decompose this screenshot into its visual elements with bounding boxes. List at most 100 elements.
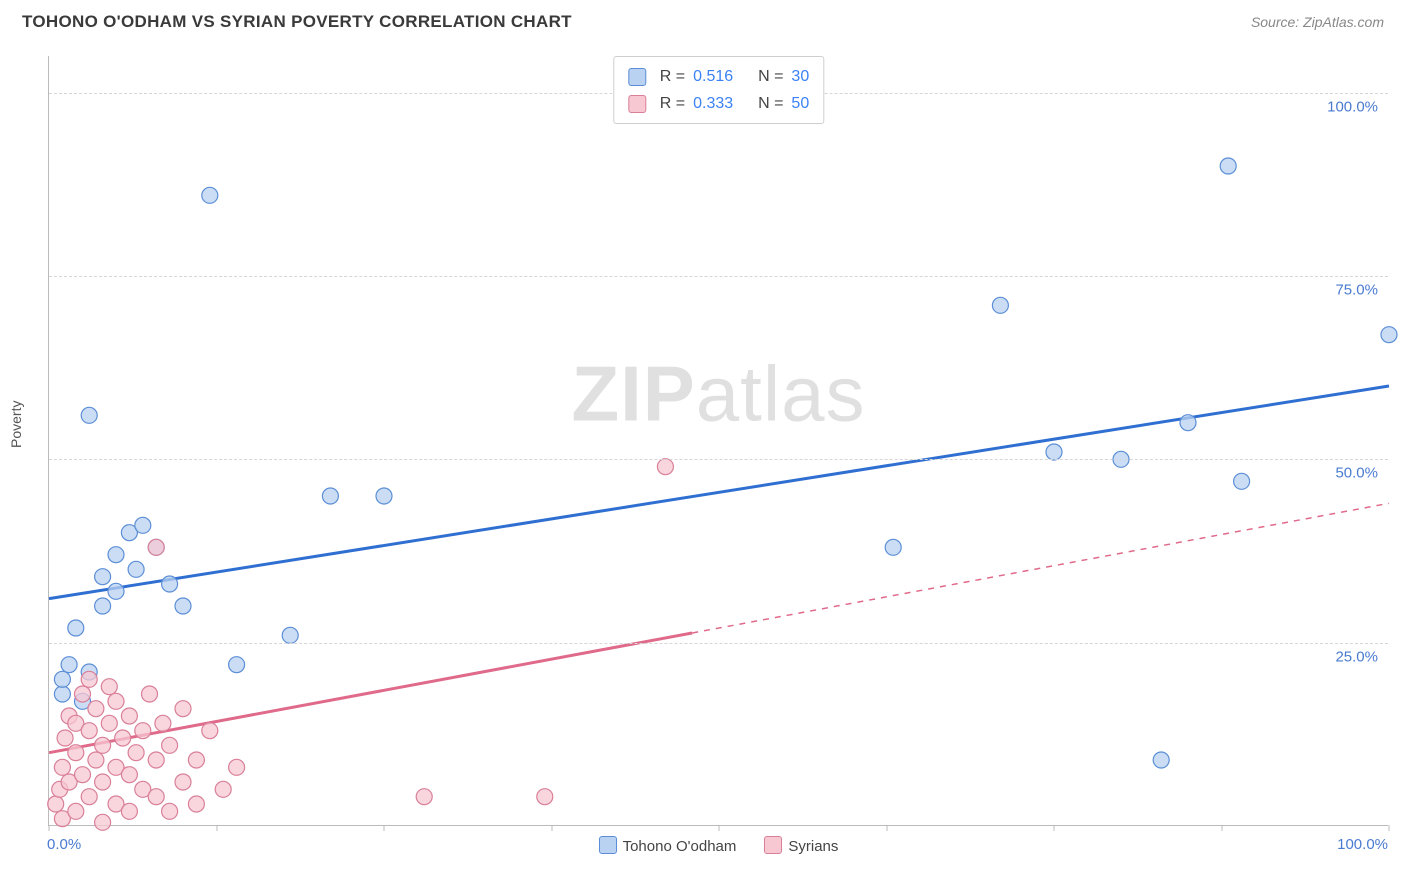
data-point — [75, 767, 91, 783]
data-point — [229, 759, 245, 775]
gridline-h — [49, 276, 1388, 277]
data-point — [88, 701, 104, 717]
data-point — [202, 187, 218, 203]
stats-legend-row: R = 0.333 N = 50 — [628, 90, 809, 117]
x-tick — [216, 825, 217, 831]
data-point — [101, 679, 117, 695]
legend-swatch — [599, 836, 617, 854]
legend-item: Tohono O'odham — [599, 836, 737, 855]
data-point — [537, 789, 553, 805]
data-point — [54, 759, 70, 775]
data-point — [95, 774, 111, 790]
data-point — [68, 745, 84, 761]
data-point — [1381, 327, 1397, 343]
data-point — [188, 752, 204, 768]
data-point — [188, 796, 204, 812]
data-point — [885, 539, 901, 555]
data-point — [68, 803, 84, 819]
bottom-legend: Tohono O'odham Syrians — [49, 836, 1388, 855]
data-point — [1220, 158, 1236, 174]
data-point — [162, 803, 178, 819]
data-point — [229, 657, 245, 673]
x-tick — [886, 825, 887, 831]
data-point — [81, 671, 97, 687]
source-attribution: Source: ZipAtlas.com — [1251, 14, 1384, 30]
data-point — [148, 752, 164, 768]
data-point — [88, 752, 104, 768]
data-point — [992, 297, 1008, 313]
data-point — [175, 774, 191, 790]
data-point — [1046, 444, 1062, 460]
data-point — [95, 814, 111, 830]
plot-area: ZIPatlas R = 0.516 N = 30 R = 0.333 N = … — [48, 56, 1388, 826]
data-point — [75, 686, 91, 702]
data-point — [95, 737, 111, 753]
stats-swatch — [628, 68, 646, 86]
stats-legend: R = 0.516 N = 30 R = 0.333 N = 50 — [613, 56, 824, 124]
data-point — [121, 803, 137, 819]
data-point — [376, 488, 392, 504]
data-point — [202, 723, 218, 739]
data-point — [1234, 473, 1250, 489]
data-point — [121, 767, 137, 783]
data-point — [81, 723, 97, 739]
x-tick — [49, 825, 50, 831]
stats-n-value: 50 — [791, 90, 809, 117]
data-point — [162, 576, 178, 592]
legend-label: Syrians — [788, 838, 838, 855]
stats-swatch — [628, 95, 646, 113]
x-tick — [1389, 825, 1390, 831]
data-point — [61, 657, 77, 673]
stats-r-value: 0.516 — [693, 63, 733, 90]
data-point — [135, 723, 151, 739]
data-point — [54, 671, 70, 687]
stats-n-value: 30 — [791, 63, 809, 90]
data-point — [95, 598, 111, 614]
data-point — [128, 745, 144, 761]
chart-container: Poverty ZIPatlas R = 0.516 N = 30 R = 0.… — [0, 48, 1406, 892]
data-point — [135, 517, 151, 533]
x-tick — [1054, 825, 1055, 831]
chart-title: TOHONO O'ODHAM VS SYRIAN POVERTY CORRELA… — [22, 12, 572, 32]
data-point — [128, 561, 144, 577]
chart-header: TOHONO O'ODHAM VS SYRIAN POVERTY CORRELA… — [0, 0, 1406, 40]
data-point — [175, 701, 191, 717]
data-point — [215, 781, 231, 797]
trend-line-projected — [692, 503, 1389, 633]
stats-n-label: N = — [758, 63, 783, 90]
data-point — [175, 598, 191, 614]
legend-label: Tohono O'odham — [623, 838, 737, 855]
gridline-h — [49, 643, 1388, 644]
data-point — [121, 708, 137, 724]
data-point — [81, 789, 97, 805]
data-point — [108, 583, 124, 599]
plot-svg — [49, 56, 1388, 825]
data-point — [1180, 415, 1196, 431]
x-tick — [384, 825, 385, 831]
data-point — [1153, 752, 1169, 768]
data-point — [148, 539, 164, 555]
y-axis-label: Poverty — [8, 401, 24, 448]
data-point — [108, 547, 124, 563]
data-point — [657, 459, 673, 475]
data-point — [142, 686, 158, 702]
data-point — [155, 715, 171, 731]
y-tick-label: 100.0% — [1327, 98, 1378, 115]
stats-r-label: R = — [660, 63, 685, 90]
data-point — [57, 730, 73, 746]
stats-r-label: R = — [660, 90, 685, 117]
data-point — [101, 715, 117, 731]
data-point — [115, 730, 131, 746]
x-tick — [719, 825, 720, 831]
stats-n-label: N = — [758, 90, 783, 117]
data-point — [416, 789, 432, 805]
stats-legend-row: R = 0.516 N = 30 — [628, 63, 809, 90]
data-point — [48, 796, 64, 812]
data-point — [148, 789, 164, 805]
data-point — [108, 693, 124, 709]
legend-swatch — [764, 836, 782, 854]
stats-r-value: 0.333 — [693, 90, 733, 117]
y-tick-label: 50.0% — [1335, 465, 1378, 482]
y-tick-label: 75.0% — [1335, 282, 1378, 299]
data-point — [282, 627, 298, 643]
